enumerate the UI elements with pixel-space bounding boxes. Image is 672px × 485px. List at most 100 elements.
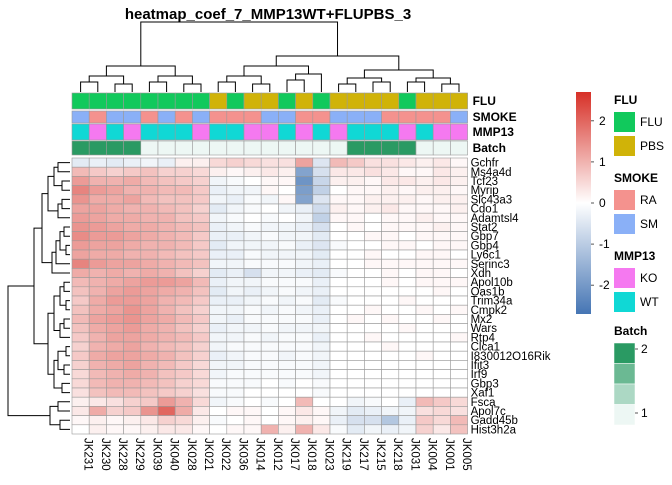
row-label: Apol10b xyxy=(471,277,513,289)
heatmap-cell xyxy=(364,314,382,324)
heatmap-cell xyxy=(192,396,210,407)
heatmap-cell xyxy=(278,350,296,361)
heatmap-cell xyxy=(346,323,365,334)
heatmap-cell xyxy=(243,360,262,370)
heatmap-cell xyxy=(346,415,365,426)
heatmap-cell xyxy=(278,240,296,251)
dendrogram-branch xyxy=(157,75,193,84)
heatmap-cell xyxy=(415,295,434,306)
heatmap-cell xyxy=(106,424,124,435)
heatmap-cell xyxy=(381,406,400,416)
heatmap-cell xyxy=(157,277,176,288)
heatmap-cell xyxy=(209,387,228,398)
heatmap-cell xyxy=(432,222,451,232)
heatmap-cell xyxy=(123,258,142,269)
heatmap-cell xyxy=(243,314,262,324)
dendrogram-branch xyxy=(65,300,70,311)
heatmap-cell xyxy=(243,194,262,205)
heatmap-cell xyxy=(106,185,124,196)
heatmap-cell xyxy=(415,277,434,288)
heatmap-cell xyxy=(381,185,400,196)
heatmap-cell xyxy=(106,304,124,315)
heatmap-cell xyxy=(415,212,434,223)
heatmap-cell xyxy=(123,369,142,380)
annotation-label-batch: Batch xyxy=(473,141,506,155)
heatmap-cell xyxy=(432,332,451,343)
annotation-cell-flu xyxy=(346,92,365,110)
heatmap-cell xyxy=(398,332,417,343)
heatmap-cell xyxy=(432,286,451,297)
legend-swatch-smoke xyxy=(614,190,635,210)
heatmap-cell xyxy=(174,212,193,223)
heatmap-cell xyxy=(209,323,228,334)
heatmap-cell xyxy=(260,185,279,196)
heatmap-cell xyxy=(209,166,228,177)
heatmap-cell xyxy=(243,332,262,343)
heatmap-cell xyxy=(140,332,159,343)
heatmap-cell xyxy=(71,203,90,214)
heatmap-cell xyxy=(450,304,468,315)
heatmap-cell xyxy=(329,304,348,315)
heatmap-cell xyxy=(260,332,279,343)
heatmap-cell xyxy=(88,212,107,223)
dendrogram-branch xyxy=(55,240,70,265)
heatmap-cell xyxy=(88,194,107,205)
heatmap-cell xyxy=(226,176,245,186)
column-label: JK039 xyxy=(150,438,162,471)
dendrogram-branch xyxy=(57,162,70,173)
heatmap-cell xyxy=(140,249,159,260)
heatmap-cell xyxy=(71,249,90,260)
heatmap-cell xyxy=(243,222,262,232)
heatmap-cell xyxy=(88,415,107,426)
heatmap-cell xyxy=(192,323,210,334)
heatmap-cell xyxy=(123,378,142,389)
heatmap-cell xyxy=(398,295,417,306)
heatmap-cell xyxy=(88,424,107,435)
heatmap-cell xyxy=(192,185,210,196)
annotation-cell-batch xyxy=(192,140,210,156)
heatmap-cell xyxy=(329,378,348,389)
heatmap-cell xyxy=(192,277,210,288)
heatmap-cell xyxy=(123,332,142,343)
heatmap-cell xyxy=(295,240,314,251)
heatmap-cell xyxy=(398,369,417,380)
heatmap-cell xyxy=(278,415,296,426)
heatmap-cell xyxy=(278,166,296,177)
heatmap-cell xyxy=(278,360,296,370)
heatmap-cell xyxy=(157,166,176,177)
heatmap-cell xyxy=(295,350,314,361)
heatmap-cell xyxy=(278,203,296,214)
row-label: Gbp4 xyxy=(471,240,500,252)
heatmap-cell xyxy=(157,176,176,186)
annotation-bars xyxy=(71,92,468,156)
heatmap-cell xyxy=(209,277,228,288)
heatmap-cell xyxy=(381,378,400,389)
heatmap-cell xyxy=(226,240,245,251)
heatmap-cell xyxy=(450,157,468,168)
heatmap-cell xyxy=(398,258,417,269)
heatmap-cell xyxy=(450,406,468,416)
heatmap-cell xyxy=(278,406,296,416)
heatmap-cell xyxy=(398,415,417,426)
heatmap-cell xyxy=(260,396,279,407)
legend-swatch-batch xyxy=(613,383,636,405)
heatmap-cell xyxy=(106,212,124,223)
heatmap-cell xyxy=(450,185,468,196)
dendrogram-branch xyxy=(346,77,383,84)
annotation-cell-flu xyxy=(312,92,331,110)
annotation-cell-smoke xyxy=(243,110,262,124)
heatmap-cell xyxy=(450,194,468,205)
heatmap-cell xyxy=(329,240,348,251)
column-label: JK230 xyxy=(99,438,111,471)
heatmap-cell xyxy=(174,249,193,260)
heatmap-cell xyxy=(295,406,314,416)
legend-swatch-smoke xyxy=(614,214,635,234)
heatmap-cell xyxy=(398,176,417,186)
heatmap-cell xyxy=(432,341,451,352)
heatmap-cell xyxy=(209,360,228,370)
heatmap-cell xyxy=(157,314,176,324)
legend-swatch-batch xyxy=(613,342,636,364)
chart-title: heatmap_coef_7_MMP13WT+FLUPBS_3 xyxy=(125,6,411,23)
annotation-cell-batch xyxy=(106,140,124,156)
